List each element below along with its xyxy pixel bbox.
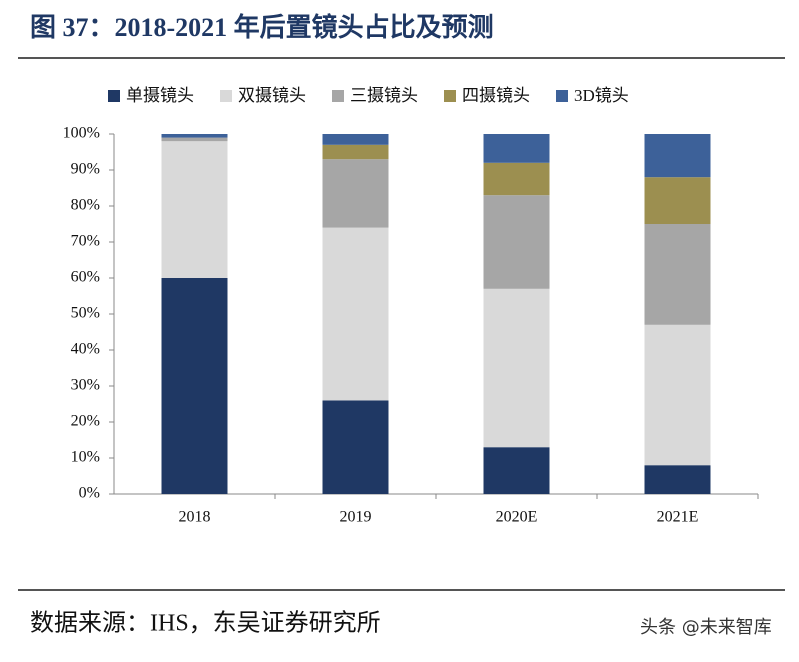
y-tick-label: 50% xyxy=(71,305,100,322)
x-tick-label: 2021E xyxy=(657,509,699,526)
source-note: 数据来源：IHS，东吴证券研究所 xyxy=(30,610,381,637)
y-tick-label: 20% xyxy=(71,413,100,430)
x-tick-label: 2020E xyxy=(496,509,538,526)
legend-label: 四摄镜头 xyxy=(462,86,530,105)
x-tick-label: 2018 xyxy=(179,509,211,526)
bar-segment xyxy=(644,177,711,224)
bar-segment xyxy=(483,134,550,163)
chart-title: 图 37：2018-2021 年后置镜头占比及预测 xyxy=(30,12,494,42)
legend-swatch xyxy=(444,90,456,102)
y-tick-label: 0% xyxy=(79,485,100,502)
legend-swatch xyxy=(556,90,568,102)
bar-segment xyxy=(483,195,550,289)
bar-segment xyxy=(322,144,389,160)
bar-segment xyxy=(322,400,389,494)
y-tick-label: 10% xyxy=(71,449,100,466)
y-tick-label: 80% xyxy=(71,197,100,214)
legend-label: 双摄镜头 xyxy=(238,86,306,105)
bar-segment xyxy=(483,162,550,196)
legend-swatch xyxy=(332,90,344,102)
y-tick-label: 30% xyxy=(71,377,100,394)
legend-label: 三摄镜头 xyxy=(350,86,418,105)
y-tick-label: 90% xyxy=(71,161,100,178)
watermark: 头条 @未来智库 xyxy=(640,617,772,638)
legend-label: 单摄镜头 xyxy=(126,86,194,105)
bar-segment xyxy=(161,278,228,494)
bar-segment xyxy=(644,134,711,178)
bar-segment xyxy=(644,465,711,494)
x-tick-label: 2019 xyxy=(340,509,372,526)
legend-swatch xyxy=(108,90,120,102)
y-tick-label: 100% xyxy=(63,125,100,142)
y-tick-label: 70% xyxy=(71,233,100,250)
bar-segment xyxy=(322,134,389,145)
bar-segment xyxy=(161,141,228,278)
bar-segment xyxy=(483,288,550,448)
bar-segment xyxy=(322,159,389,228)
legend-label: 3D镜头 xyxy=(574,86,629,105)
bar-segment xyxy=(161,137,228,142)
y-tick-label: 60% xyxy=(71,269,100,286)
legend-swatch xyxy=(220,90,232,102)
bar-segment xyxy=(161,134,228,138)
bar-segment xyxy=(483,447,550,494)
bar-segment xyxy=(644,324,711,466)
bar-segment xyxy=(644,224,711,325)
bar-segment xyxy=(322,227,389,401)
y-tick-label: 40% xyxy=(71,341,100,358)
